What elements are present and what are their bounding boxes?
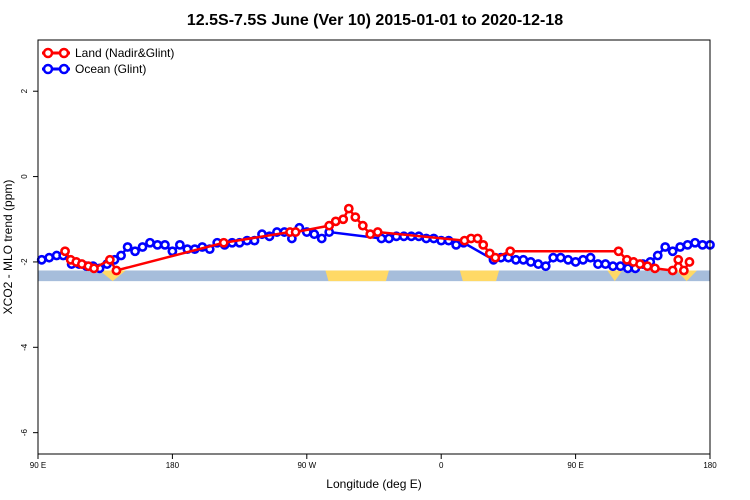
data-point	[682, 239, 693, 250]
y-tick-label: 0	[20, 174, 29, 179]
data-point	[218, 237, 229, 248]
data-point	[585, 252, 596, 263]
data-point	[684, 257, 695, 267]
data-point	[330, 216, 341, 227]
data-point	[357, 220, 368, 231]
data-point	[690, 237, 700, 248]
data-point	[478, 239, 489, 250]
data-point	[36, 254, 47, 265]
data-point	[60, 246, 70, 257]
data-point	[642, 261, 653, 272]
data-point	[365, 229, 376, 240]
land-wedge	[607, 270, 623, 282]
x-tick-label: 180	[703, 461, 717, 470]
data-point	[89, 263, 99, 274]
data-point	[675, 242, 686, 252]
data-point	[104, 254, 115, 265]
y-tick-label: -2	[20, 258, 29, 266]
data-point	[145, 237, 155, 248]
legend: Land (Nadir&Glint) Ocean (Glint)	[42, 46, 174, 76]
y-tick-label: -6	[20, 429, 29, 437]
legend-ocean-marker	[58, 63, 70, 75]
data-point	[600, 259, 611, 269]
x-tick-label: 90 E	[567, 461, 583, 470]
data-point	[174, 239, 185, 250]
data-point	[608, 261, 618, 272]
plot-frame	[37, 39, 711, 455]
y-axis-label: XCO2 - MLO trend (ppm)	[1, 180, 15, 315]
data-point	[510, 254, 521, 265]
legend-land-marker	[42, 47, 54, 59]
data-point	[472, 233, 483, 244]
data-point	[338, 214, 349, 225]
data-point	[697, 239, 708, 250]
data-point	[316, 233, 327, 244]
land-segment	[325, 270, 389, 282]
data-point	[451, 239, 462, 250]
data-point	[372, 227, 383, 237]
legend-land-label: Land (Nadir&Glint)	[75, 46, 174, 60]
y-tick-label: -4	[20, 343, 29, 351]
data-point	[350, 212, 361, 223]
data-point	[593, 259, 603, 269]
series-layer	[36, 203, 715, 276]
data-point	[384, 233, 394, 244]
data-point	[290, 227, 301, 237]
legend-land-marker	[58, 47, 70, 59]
data-point	[152, 239, 163, 250]
land-segment	[459, 270, 500, 282]
data-point	[167, 246, 178, 257]
data-point	[116, 250, 126, 261]
data-point	[555, 252, 566, 263]
data-point	[533, 259, 544, 269]
data-point	[652, 250, 663, 261]
data-point	[578, 254, 588, 265]
data-point	[137, 242, 148, 252]
x-tick-label: 180	[166, 461, 180, 470]
data-point	[44, 252, 55, 263]
legend-ocean-marker	[42, 63, 54, 75]
data-point	[490, 252, 501, 263]
data-point	[324, 220, 335, 231]
data-point	[673, 254, 684, 265]
data-point	[548, 252, 559, 263]
data-point	[635, 259, 645, 269]
x-tick-label: 90 W	[297, 461, 316, 470]
data-point	[111, 265, 122, 276]
data-point	[613, 246, 624, 257]
surface-band	[38, 270, 710, 282]
data-point	[660, 242, 671, 252]
x-axis: 90 E 180 90 W 0 90 E 180	[30, 454, 717, 470]
data-point	[667, 265, 678, 276]
data-point	[505, 246, 516, 257]
data-point	[615, 261, 626, 272]
y-tick-label: 2	[20, 88, 29, 93]
data-point	[540, 261, 551, 272]
data-point	[343, 203, 354, 214]
legend-ocean-label: Ocean (Glint)	[75, 62, 146, 76]
data-point	[122, 242, 133, 252]
data-point	[650, 263, 660, 274]
series-land	[60, 203, 695, 276]
data-point	[678, 265, 689, 276]
data-point	[309, 229, 320, 240]
data-point	[667, 246, 678, 257]
data-point	[525, 257, 536, 267]
x-axis-label: Longitude (deg E)	[326, 477, 421, 491]
data-point	[570, 257, 581, 267]
chart-title: 12.5S-7.5S June (Ver 10) 2015-01-01 to 2…	[187, 12, 563, 29]
data-point	[160, 239, 170, 250]
y-axis: 2 0 -2 -4 -6	[20, 88, 38, 436]
x-tick-label: 0	[439, 461, 444, 470]
data-point	[518, 254, 529, 265]
data-point	[622, 263, 633, 274]
data-point	[563, 254, 574, 265]
data-point	[130, 246, 140, 257]
x-tick-label: 90 E	[30, 461, 46, 470]
